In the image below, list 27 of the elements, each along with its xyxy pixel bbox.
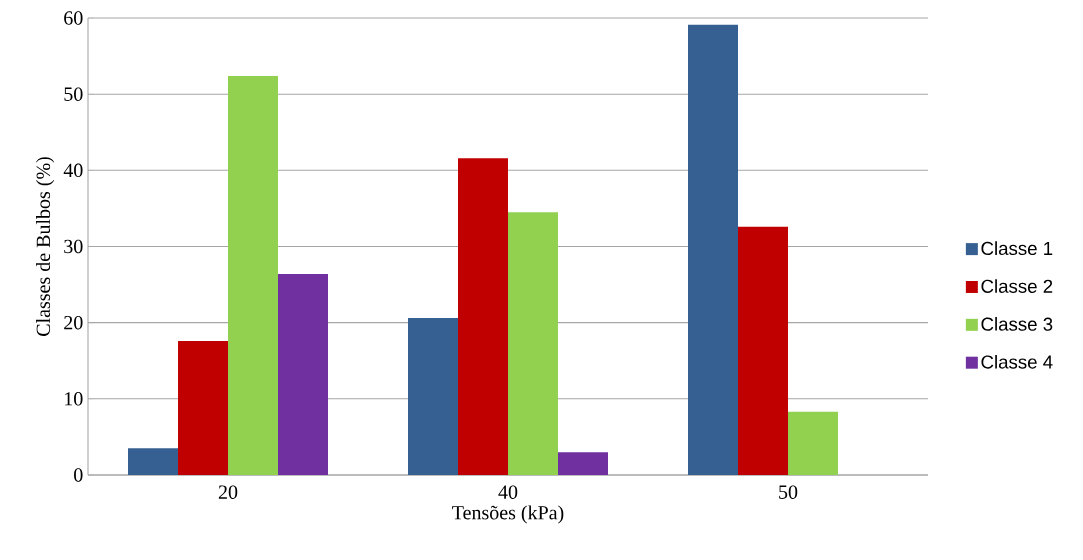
legend-label: Classe 1 [981, 241, 1053, 256]
x-tick-label: 40 [498, 485, 518, 499]
x-tick-label: 20 [218, 485, 238, 499]
y-axis-title: Classes de Bulbos (%) [36, 157, 55, 336]
y-tick-label: 30 [64, 239, 83, 254]
bar [738, 226, 788, 475]
bar [458, 158, 508, 475]
bar [788, 411, 838, 475]
y-tick-label: 40 [63, 163, 83, 178]
y-tick-label: 10 [65, 392, 83, 406]
bar [228, 75, 279, 475]
bar [178, 340, 229, 475]
x-axis-title: Tensões (kPa) [452, 505, 564, 524]
bar [508, 212, 558, 475]
bar [688, 24, 738, 475]
y-tick-label: 60 [64, 11, 83, 25]
legend-label: Classe 3 [981, 317, 1053, 331]
legend-label: Classe 2 [981, 279, 1053, 293]
legend-label: Classe 4 [981, 354, 1053, 369]
x-tick-label: 50 [779, 485, 798, 499]
y-tick-label: 20 [64, 315, 83, 330]
bar [408, 318, 458, 475]
y-tick-label: 0 [74, 468, 83, 482]
y-tick-label: 50 [64, 87, 83, 101]
bar [128, 448, 179, 475]
bar [278, 273, 328, 475]
bar [558, 452, 608, 475]
